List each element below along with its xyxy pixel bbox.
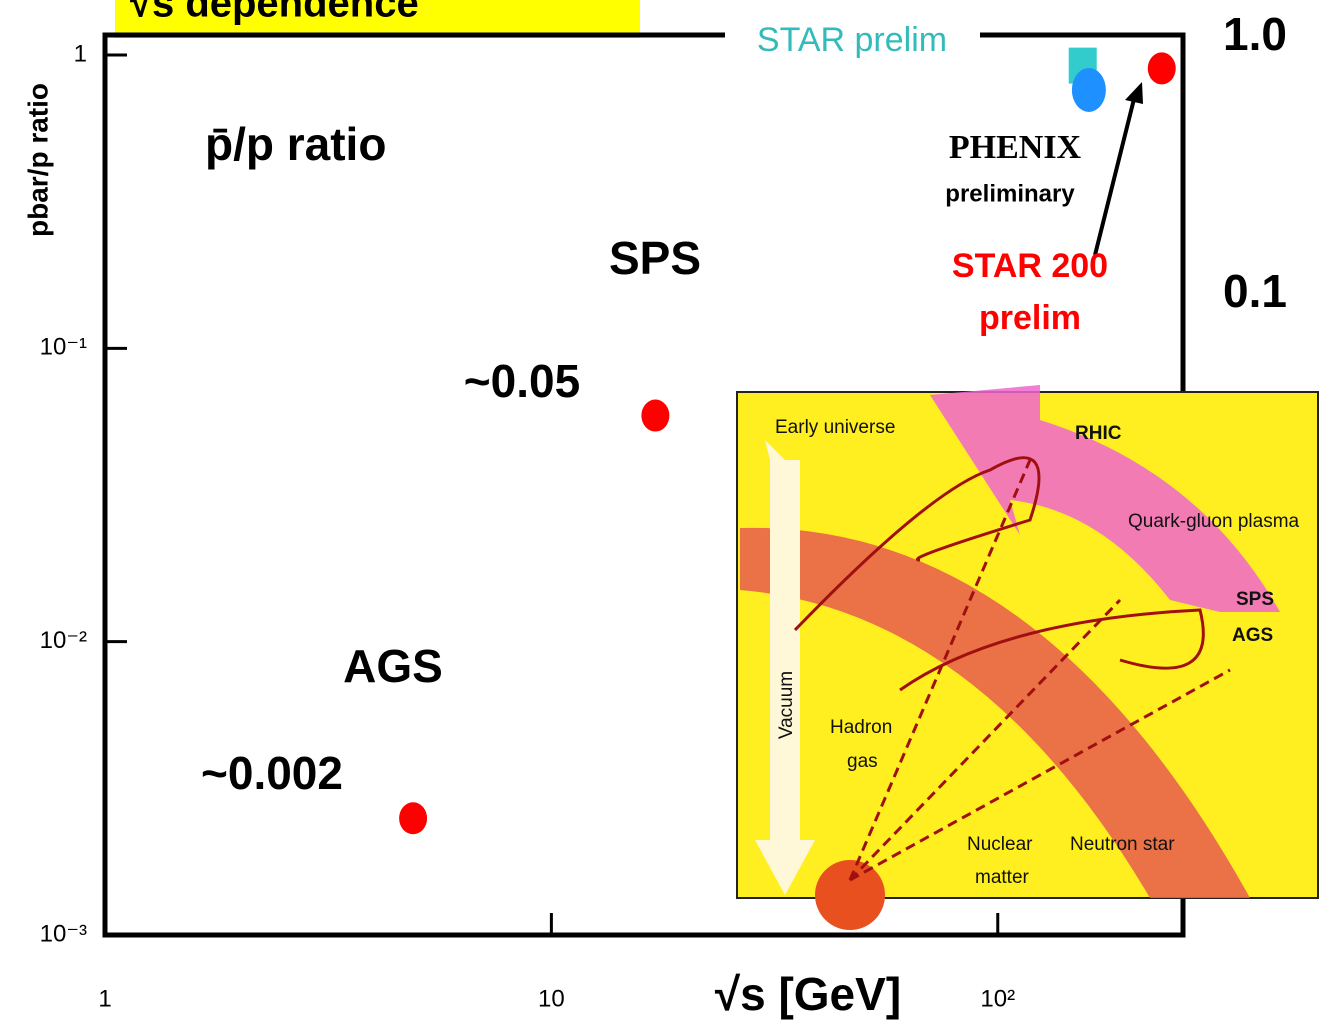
inset-label: SPS [1236,589,1274,610]
inset-label: Nuclear [967,834,1033,855]
page: {"chart_data": {"type": "scatter", "titl… [0,0,1328,1031]
x-axis-label: √s [GeV] [715,968,901,1020]
x-tick-label: 1 [98,985,111,1012]
annotation: ~0.05 [464,355,580,407]
y-tick-label: 10⁻² [40,627,87,654]
inset-label: Early universe [775,417,895,438]
inset-label: Quark-gluon plasma [1128,511,1300,532]
nucleus [815,860,885,930]
series-label: STAR prelim [757,21,947,59]
subtitle: p̄/p ratio [205,118,386,170]
annotation: preliminary [945,180,1075,207]
y-tick-label: 10⁻¹ [40,334,87,361]
data-point [641,400,669,432]
inset-label: Hadron [830,717,892,738]
chart-title: √s dependence [130,0,419,26]
inset-label: Neutron star [1070,834,1175,855]
inset-label: Vacuum [776,671,797,739]
inset-label: matter [975,867,1030,888]
y-tick-label: 10⁻³ [40,920,87,947]
annotation: 0.1 [1223,265,1287,317]
y-tick-label: 1 [74,40,87,67]
data-point [399,802,427,834]
y-axis-label: pbar/p ratio [22,83,53,237]
inset-label: gas [847,751,878,772]
inset-label: AGS [1232,625,1273,646]
annotation: ~0.002 [201,747,343,799]
x-tick-label: 10 [538,985,565,1012]
annotation: 1.0 [1223,8,1287,60]
chart: √s dependence pbar/p ratio √s [GeV] p̄/p… [0,0,1328,1031]
x-tick-label: 10² [980,985,1015,1012]
arrow [1095,95,1135,255]
inset: Early universe RHIC Quark-gluon plasma S… [737,385,1318,930]
inset-label: RHIC [1075,423,1122,444]
annotation: prelim [979,299,1081,337]
data-point [1148,52,1176,84]
series-label: AGS [343,640,443,692]
series-label: SPS [609,232,701,284]
arrow-head [1125,82,1143,104]
series-label: STAR 200 [952,247,1108,285]
data-point [1072,68,1106,112]
series-label: PHENIX [949,129,1082,166]
